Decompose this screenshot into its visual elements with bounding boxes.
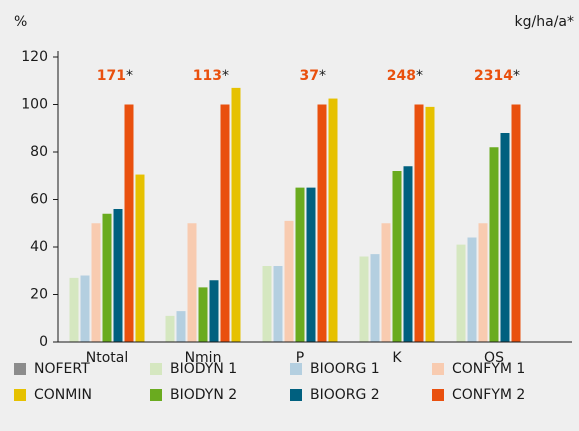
legend-swatch [290,363,302,375]
bar [187,223,197,342]
bar [231,87,241,342]
legend-label: CONFYM 1 [452,361,525,377]
x-tick-label: OS [484,350,504,366]
bar [381,223,391,342]
annotation-value: 171 [97,68,126,84]
bar [317,104,327,342]
bar [489,147,499,342]
x-tick-label: K [392,350,402,366]
legend-swatch [14,389,26,401]
legend-label: BIODYN 2 [170,387,237,403]
bar [478,223,488,342]
bar [273,266,283,342]
annotation: 2314* [474,68,520,84]
bar [425,106,435,342]
bar [135,174,145,342]
bar [102,213,112,342]
y-tick-label: 80 [30,144,48,160]
legend-label: CONFYM 2 [452,387,525,403]
annotation-value: 248 [387,68,416,84]
bar [284,220,294,342]
bar [262,266,272,342]
y-tick-label: 60 [30,192,48,208]
bar [456,244,466,342]
bar [176,311,186,342]
legend-label: CONMIN [34,387,92,403]
legend-swatch [150,363,162,375]
legend-label: NOFERT [34,361,90,377]
legend-label: BIOORG 1 [310,361,380,377]
bar [414,104,424,342]
annotation-marker: * [222,68,229,84]
annotation-marker: * [513,68,520,84]
y-axis-label: % [14,14,27,30]
annotation-value: 2314 [474,68,513,84]
annotation: 37* [300,68,326,84]
x-tick-label: P [296,350,304,366]
annotation: 248* [387,68,423,84]
bar [80,275,90,342]
bar [403,166,413,342]
annotation-value: 113 [193,68,222,84]
annotation-value: 37 [300,68,319,84]
legend-swatch [150,389,162,401]
y-tick-label: 20 [30,287,48,303]
bar [370,254,380,342]
legend-swatch [290,389,302,401]
x-tick-label: Ntotal [86,350,129,366]
annotation-marker: * [416,68,423,84]
legend-swatch [14,363,26,375]
y-tick-label: 0 [39,334,48,350]
legend-swatch [432,389,444,401]
y-tick-label: 120 [21,49,48,65]
bar [511,104,521,342]
y-tick-label: 100 [21,97,48,113]
bar [359,256,369,342]
bar [198,287,208,342]
annotation-marker: * [319,68,326,84]
bar [69,277,79,342]
bar [113,209,123,342]
bar [220,104,230,342]
bar [209,280,219,342]
bar [295,187,305,342]
bar [124,104,134,342]
annotation-marker: * [126,68,133,84]
bar [392,171,402,342]
annotation: 171* [97,68,133,84]
legend-label: BIOORG 2 [310,387,380,403]
bar [328,98,338,342]
bar [467,237,477,342]
bar [165,315,175,342]
y2-axis-label: kg/ha/a* [515,14,574,30]
bar [500,133,510,342]
legend-swatch [432,363,444,375]
y-tick-label: 40 [30,239,48,255]
bar [306,187,316,342]
bar [91,223,101,342]
legend-label: BIODYN 1 [170,361,237,377]
x-tick-label: Nmin [185,350,222,366]
annotation: 113* [193,68,229,84]
